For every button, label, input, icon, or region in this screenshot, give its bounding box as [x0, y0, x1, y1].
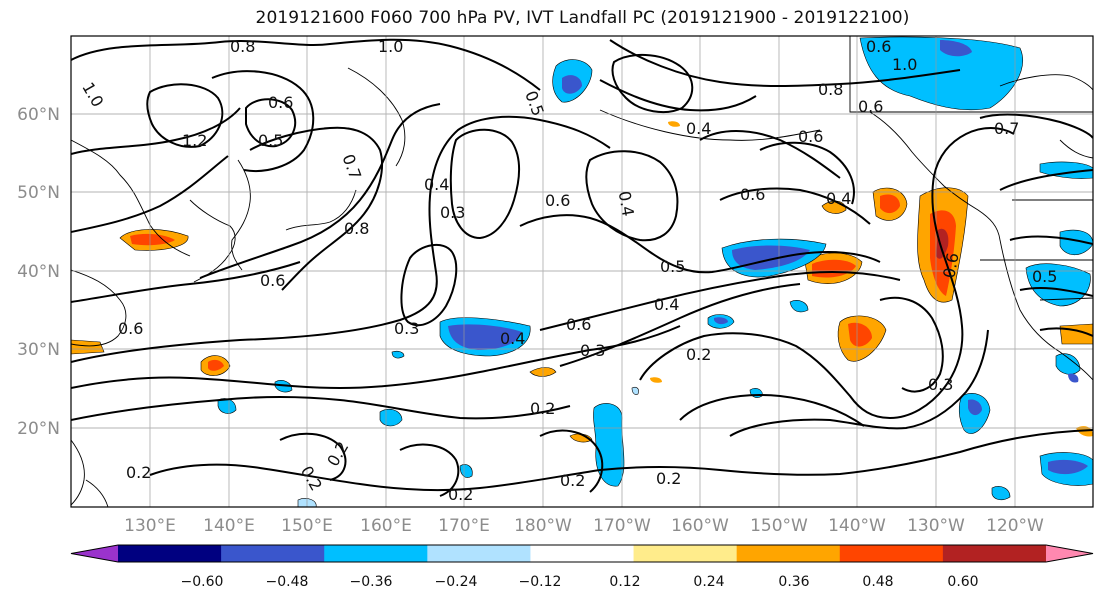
contour-label: 0.6 — [798, 127, 823, 146]
contour-label: 0.6 — [866, 37, 891, 56]
colorbar-segment — [633, 545, 738, 562]
colorbar-extend-max — [1046, 545, 1093, 562]
contour-label: 0.8 — [230, 37, 255, 56]
lon-label: 150°E — [281, 516, 333, 536]
contour-label: 0.4 — [424, 175, 449, 194]
contour-label: 0.2 — [530, 399, 555, 418]
lon-label: 160°E — [360, 516, 412, 536]
contour-label: 1.2 — [182, 131, 207, 150]
lon-label: 140°W — [828, 516, 886, 536]
contour-label: 0.6 — [566, 315, 591, 334]
contour-label: 0.2 — [560, 471, 585, 490]
contour-label: 0.4 — [654, 295, 679, 314]
contour-label: 0.7 — [994, 119, 1019, 138]
lon-label: 180°W — [514, 516, 572, 536]
map-content — [71, 36, 1093, 507]
figure-title: 2019121600 F060 700 hPa PV, IVT Landfall… — [255, 8, 910, 28]
contour-label: 0.4 — [826, 189, 851, 208]
map-frame — [70, 35, 1094, 508]
contour-label: 0.2 — [126, 463, 151, 482]
lat-label: 50°N — [17, 183, 60, 203]
contour-labels: 1.0 0.8 1.0 0.6 0.5 1.2 0.7 0.8 0.6 0.4 … — [78, 37, 1057, 504]
contour-label: 0.3 — [440, 203, 465, 222]
contour-label: 0.3 — [580, 341, 605, 360]
lon-label: 150°W — [750, 516, 808, 536]
contour-label: 0.6 — [545, 191, 570, 210]
contour-label: 0.2 — [686, 345, 711, 364]
colorbar-tick-label: 0.36 — [778, 574, 809, 590]
colorbar-tick-label: −0.24 — [435, 574, 478, 590]
contour-label: 0.6 — [268, 93, 293, 112]
colorbar-tick-label: 0.12 — [609, 574, 640, 590]
colorbar-outline — [70, 544, 1094, 563]
lat-label: 60°N — [17, 105, 60, 125]
colorbar-segment — [530, 545, 635, 562]
lat-label: 30°N — [17, 340, 60, 360]
colorbar-segment — [221, 545, 325, 562]
contour-label: 0.5 — [258, 131, 283, 150]
contour-label: 0.6 — [118, 319, 143, 338]
lon-label: 170°W — [593, 516, 651, 536]
contour-label: 0.4 — [500, 329, 525, 348]
contour-label: 0.6 — [858, 97, 883, 116]
colorbar-ticks: −0.60 −0.48 −0.36 −0.24 −0.12 0.12 0.24 … — [181, 574, 979, 590]
contour-label: 1.0 — [892, 55, 917, 74]
contour-label: 0.4 — [615, 190, 638, 218]
contour-label: 0.5 — [1032, 267, 1057, 286]
colorbar-segment — [324, 545, 428, 562]
lon-label: 120°W — [986, 516, 1044, 536]
contour-label: 0.8 — [818, 80, 843, 99]
colorbar-tick-label: 0.24 — [693, 574, 724, 590]
colorbar-tick-label: −0.12 — [519, 574, 562, 590]
contour-label: 0.6 — [260, 271, 285, 290]
colorbar — [70, 544, 1094, 563]
contour-label: 0.3 — [394, 319, 419, 338]
contour-label: 0.2 — [656, 469, 681, 488]
colorbar-extend-min — [71, 545, 118, 562]
colorbar-segment — [427, 545, 531, 562]
colorbar-segment — [736, 545, 841, 562]
latitude-labels: 60°N 50°N 40°N 30°N 20°N — [17, 105, 60, 439]
colorbar-tick-label: 0.60 — [947, 574, 978, 590]
colorbar-tick-label: −0.48 — [266, 574, 309, 590]
contour-label: 0.4 — [686, 119, 711, 138]
contour-label: 1.0 — [378, 37, 403, 56]
contour-layer — [71, 38, 1093, 497]
lon-label: 140°E — [203, 516, 255, 536]
contour-label: 0.6 — [939, 251, 962, 279]
lon-label: 170°E — [438, 516, 490, 536]
shading-layer — [71, 36, 1093, 507]
lat-label: 20°N — [17, 419, 60, 439]
contour-label: 0.6 — [740, 185, 765, 204]
lon-label: 130°W — [907, 516, 965, 536]
lat-label: 40°N — [17, 262, 60, 282]
colorbar-segment — [839, 545, 944, 562]
colorbar-tick-label: −0.36 — [350, 574, 393, 590]
colorbar-segment — [118, 545, 222, 562]
colorbar-tick-label: 0.48 — [862, 574, 893, 590]
contour-label: 0.3 — [928, 375, 953, 394]
colorbar-segment — [942, 545, 1047, 562]
contour-label: 0.2 — [448, 485, 473, 504]
contour-label: 0.5 — [660, 257, 685, 276]
lon-label: 160°W — [671, 516, 729, 536]
colorbar-tick-label: −0.60 — [181, 574, 224, 590]
contour-label: 0.8 — [344, 219, 369, 238]
lon-label: 130°E — [124, 516, 176, 536]
longitude-labels: 130°E 140°E 150°E 160°E 170°E 180°W 170°… — [124, 516, 1044, 536]
gridlines — [71, 36, 1093, 507]
